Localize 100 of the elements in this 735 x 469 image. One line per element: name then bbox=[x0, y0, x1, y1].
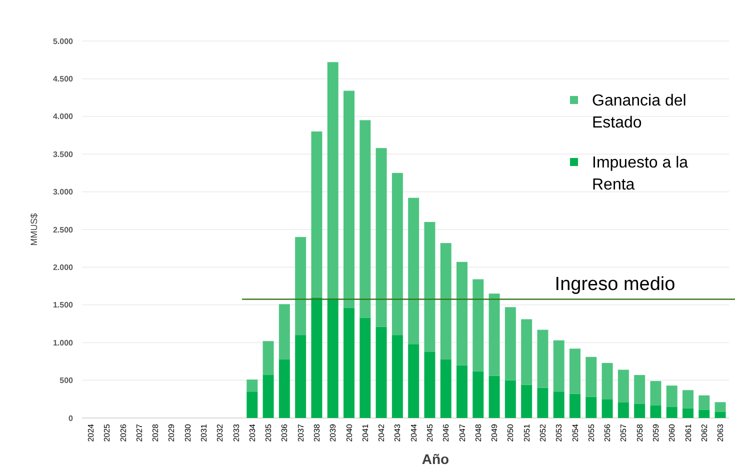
bar bbox=[344, 90, 354, 308]
bar bbox=[344, 308, 354, 418]
x-tick-label: 2041 bbox=[360, 423, 370, 442]
bar bbox=[553, 392, 564, 418]
bar bbox=[602, 362, 613, 400]
bar bbox=[666, 406, 678, 418]
bar bbox=[311, 297, 322, 418]
x-tick-label: 2058 bbox=[635, 423, 644, 442]
bar bbox=[698, 410, 710, 418]
y-tick-label: 4.000 bbox=[52, 112, 74, 122]
bar bbox=[618, 370, 629, 402]
bar bbox=[440, 243, 452, 360]
x-tick-label: 2052 bbox=[538, 423, 548, 442]
bar bbox=[327, 62, 338, 298]
bar bbox=[327, 298, 338, 418]
x-tick-label: 2027 bbox=[134, 423, 144, 442]
bar bbox=[456, 365, 468, 418]
x-tick-label: 2025 bbox=[102, 423, 112, 442]
bar bbox=[537, 388, 548, 418]
bar bbox=[504, 307, 516, 380]
x-tick-label: 2054 bbox=[570, 423, 580, 442]
ref-line-label: Ingreso medio bbox=[554, 274, 676, 296]
bar bbox=[714, 402, 726, 412]
x-tick-label: 2026 bbox=[118, 423, 128, 442]
y-tick-label: 1.000 bbox=[52, 338, 74, 348]
x-tick-label: 2036 bbox=[280, 423, 290, 442]
bar bbox=[262, 375, 274, 418]
x-tick-label: 2038 bbox=[312, 423, 322, 442]
bar bbox=[246, 380, 258, 392]
bar bbox=[488, 376, 500, 418]
bar bbox=[650, 405, 662, 418]
x-tick-label: 2034 bbox=[248, 423, 257, 442]
x-tick-label: 2062 bbox=[700, 423, 709, 442]
x-tick-label: 2057 bbox=[619, 423, 628, 442]
bar bbox=[392, 172, 403, 336]
x-tick-label: 2053 bbox=[554, 423, 564, 442]
bar bbox=[408, 344, 420, 418]
bar bbox=[634, 404, 646, 418]
bar bbox=[278, 304, 290, 360]
bar bbox=[311, 131, 322, 298]
y-tick-label: 1.500 bbox=[52, 300, 74, 310]
y-tick-label: 500 bbox=[60, 376, 74, 386]
bar bbox=[602, 399, 613, 418]
bar bbox=[424, 352, 436, 418]
x-tick-label: 2042 bbox=[377, 423, 386, 442]
y-tick-label: 2.500 bbox=[52, 225, 74, 234]
bar bbox=[570, 348, 580, 394]
bar bbox=[456, 262, 468, 366]
x-tick-label: 2063 bbox=[716, 423, 726, 442]
x-tick-label: 2061 bbox=[684, 423, 693, 442]
x-tick-label: 2028 bbox=[151, 423, 160, 442]
bar bbox=[618, 402, 629, 418]
bar bbox=[440, 359, 452, 418]
bar bbox=[472, 371, 484, 418]
x-tick-label: 2030 bbox=[183, 423, 192, 442]
bar bbox=[586, 356, 597, 397]
x-tick-label: 2055 bbox=[586, 423, 596, 442]
bar bbox=[424, 222, 436, 352]
y-tick-label: 0 bbox=[68, 414, 74, 423]
x-tick-label: 2045 bbox=[426, 423, 435, 442]
x-tick-label: 2049 bbox=[490, 423, 500, 442]
y-tick-label: 3.000 bbox=[52, 188, 74, 197]
x-tick-label: 2060 bbox=[668, 423, 677, 442]
x-tick-label: 2029 bbox=[167, 423, 176, 442]
x-tick-label: 2051 bbox=[522, 423, 532, 442]
x-tick-label: 2044 bbox=[409, 423, 418, 442]
y-tick-label: 5.000 bbox=[52, 36, 74, 46]
bar bbox=[537, 330, 548, 388]
bar bbox=[408, 198, 420, 344]
bar bbox=[360, 120, 371, 318]
bar bbox=[246, 392, 258, 418]
x-tick-label: 2032 bbox=[216, 423, 225, 442]
bar bbox=[392, 335, 403, 418]
x-tick-label: 2043 bbox=[393, 423, 402, 442]
bar bbox=[521, 384, 532, 418]
bar bbox=[376, 326, 387, 418]
bar bbox=[634, 375, 646, 404]
x-tick-label: 2033 bbox=[232, 423, 241, 442]
bar bbox=[666, 386, 678, 407]
y-axis-title: MMUS$ bbox=[29, 213, 39, 246]
bar bbox=[698, 395, 710, 410]
bar bbox=[570, 394, 580, 418]
bar bbox=[521, 319, 532, 385]
bar bbox=[553, 340, 564, 392]
bar bbox=[682, 408, 694, 418]
bar bbox=[586, 396, 597, 418]
x-tick-label: 2048 bbox=[474, 423, 483, 442]
bar bbox=[488, 294, 500, 376]
x-tick-label: 2059 bbox=[652, 423, 661, 442]
y-tick-label: 3.500 bbox=[52, 150, 74, 159]
x-axis-title: Año bbox=[422, 451, 450, 467]
x-tick-label: 2046 bbox=[442, 423, 451, 442]
bar bbox=[650, 381, 662, 406]
legend-label: Impuesto a la Renta bbox=[592, 154, 688, 194]
y-tick-label: 2.000 bbox=[52, 263, 74, 272]
x-tick-label: 2050 bbox=[506, 423, 516, 442]
x-tick-label: 2047 bbox=[458, 423, 467, 442]
x-tick-label: 2056 bbox=[603, 423, 612, 442]
bar bbox=[682, 390, 694, 408]
x-tick-label: 2040 bbox=[344, 423, 354, 442]
